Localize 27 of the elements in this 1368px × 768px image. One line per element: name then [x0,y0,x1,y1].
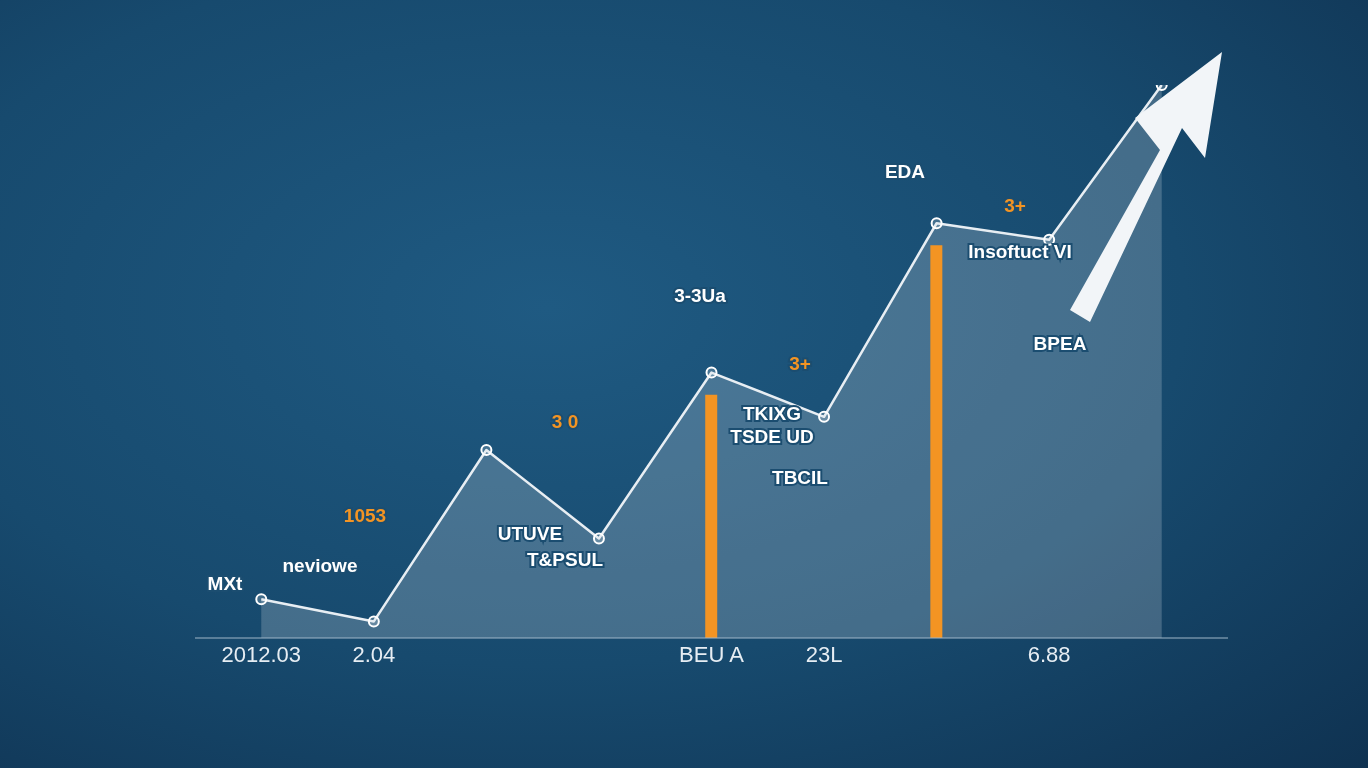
annotation: 3-3Ua [674,285,727,306]
annotation: MXt [207,573,244,594]
point [480,443,493,456]
point [592,532,605,545]
annotation: 3+ [789,353,811,374]
annotation: EDA [884,161,926,182]
annotation: UTUVE [497,523,563,544]
x-tick-label: 6.88 [1027,641,1071,667]
annotation: Insoftuct VI [968,241,1072,262]
point [367,615,380,628]
x-tick-label: 2.04 [352,641,396,667]
annotation: 3+ [1004,195,1026,216]
annotation: 3 0 [551,411,579,432]
x-tick-label: 2012.03 [221,641,302,667]
annotation: neviowe [282,555,358,576]
annotation: BPEA [1033,333,1087,354]
annotation: TKIXG [742,403,802,424]
point [930,217,943,230]
annotation: 1053 [343,505,387,526]
x-tick-label: BEU A [679,641,745,667]
point [255,593,268,606]
point [705,366,718,379]
point [818,410,831,423]
annotation: T&PSUL [527,549,604,570]
annotation: TSDE UD [730,426,814,447]
annotation: TBCIL [772,467,829,488]
x-tick-label: 23L [805,641,843,667]
